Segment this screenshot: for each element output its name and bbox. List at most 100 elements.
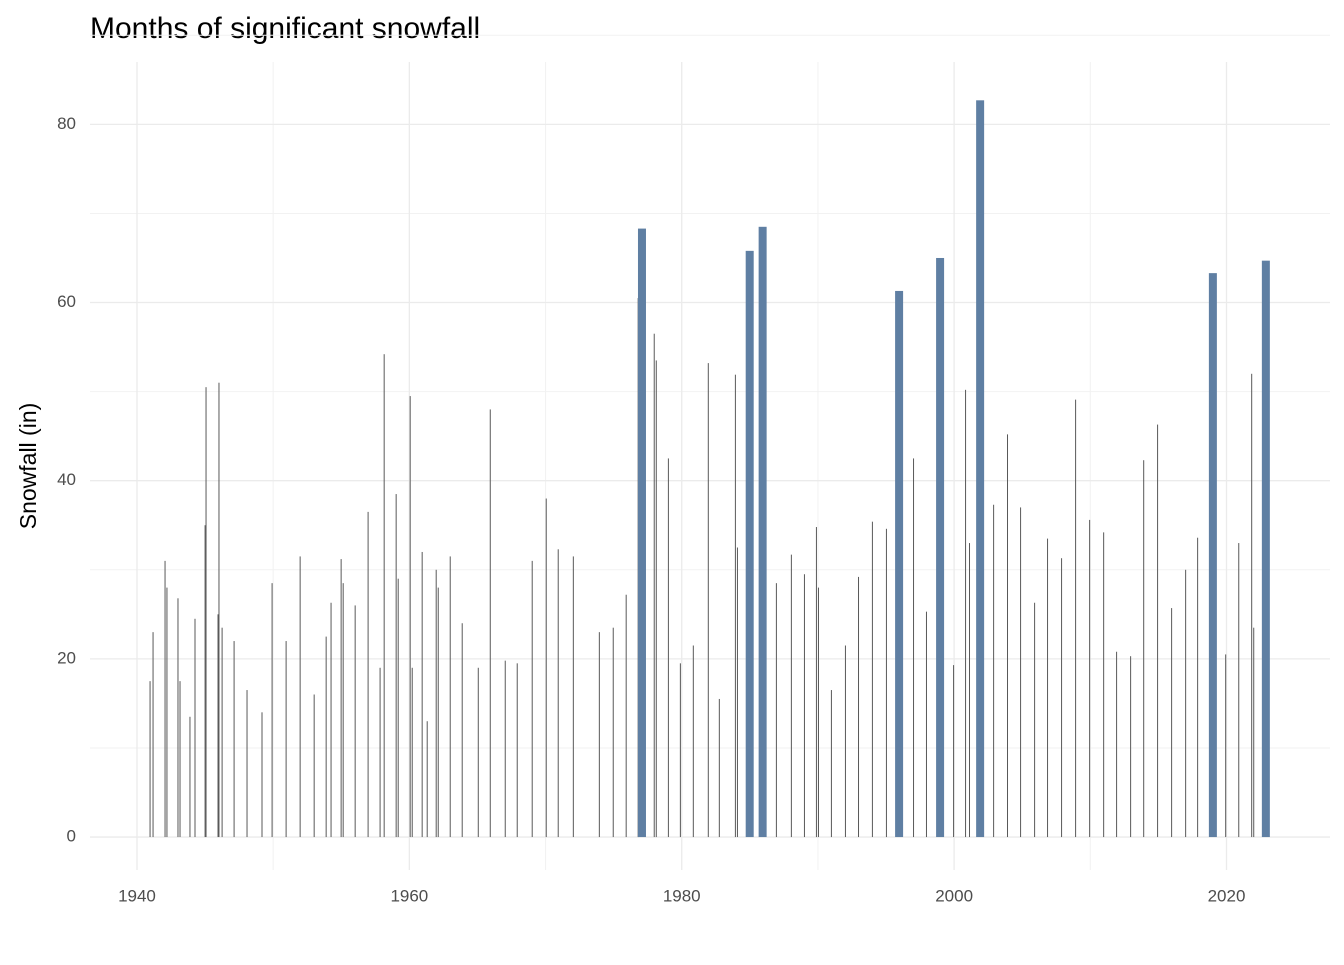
bar bbox=[285, 641, 287, 838]
bar bbox=[421, 551, 423, 838]
bar bbox=[271, 583, 273, 838]
chart-title: Months of significant snowfall bbox=[90, 12, 480, 45]
bar bbox=[194, 618, 196, 838]
bar bbox=[545, 498, 547, 838]
bar bbox=[504, 660, 506, 838]
bar bbox=[557, 549, 559, 838]
bar bbox=[1238, 543, 1240, 838]
x-tick-label: 2000 bbox=[935, 886, 973, 905]
bar bbox=[775, 583, 777, 838]
bar bbox=[437, 587, 439, 838]
bar bbox=[164, 560, 166, 838]
bar bbox=[205, 387, 207, 838]
bar bbox=[179, 681, 181, 838]
bar bbox=[1197, 537, 1199, 838]
bar bbox=[1251, 373, 1253, 838]
bar bbox=[1130, 656, 1132, 838]
bar bbox=[1225, 654, 1227, 838]
bar bbox=[426, 721, 428, 838]
y-axis-title: Snowfall (in) bbox=[15, 403, 41, 530]
bar bbox=[218, 382, 220, 838]
bar bbox=[330, 602, 332, 838]
y-tick-label: 40 bbox=[57, 470, 76, 489]
bar bbox=[1103, 532, 1105, 838]
bar bbox=[830, 690, 832, 838]
y-tick-label: 20 bbox=[57, 648, 76, 667]
y-tick-label: 0 bbox=[67, 827, 76, 846]
bar bbox=[367, 511, 369, 838]
bar bbox=[736, 547, 738, 838]
bar bbox=[692, 645, 694, 838]
bar bbox=[858, 576, 860, 838]
bar bbox=[1208, 273, 1217, 838]
bar bbox=[1075, 399, 1077, 838]
x-tick-label: 1940 bbox=[118, 886, 156, 905]
bar bbox=[965, 389, 967, 838]
bar bbox=[885, 528, 887, 838]
bar bbox=[1157, 424, 1159, 838]
bar bbox=[817, 587, 819, 838]
bar bbox=[653, 333, 655, 838]
bar bbox=[598, 632, 600, 838]
bar bbox=[489, 409, 491, 838]
bar bbox=[1116, 651, 1118, 838]
bar bbox=[221, 627, 223, 838]
bar bbox=[1171, 608, 1173, 838]
bar bbox=[953, 665, 955, 838]
bar bbox=[745, 250, 754, 838]
bar bbox=[1047, 538, 1049, 838]
bar bbox=[655, 360, 657, 838]
bar bbox=[1253, 627, 1255, 838]
y-tick-label: 60 bbox=[57, 292, 76, 311]
bar bbox=[1089, 519, 1091, 838]
bar bbox=[166, 587, 168, 838]
bar bbox=[246, 690, 248, 838]
y-tick-label: 80 bbox=[57, 114, 76, 133]
bar bbox=[340, 559, 342, 838]
bar bbox=[612, 627, 614, 838]
bar bbox=[679, 663, 681, 838]
bar bbox=[435, 569, 437, 838]
bar bbox=[1143, 460, 1145, 838]
bar bbox=[1020, 507, 1022, 838]
bar bbox=[217, 614, 219, 838]
bar bbox=[313, 694, 315, 838]
bar bbox=[152, 632, 154, 838]
bar bbox=[409, 396, 411, 838]
bar bbox=[477, 667, 479, 838]
bar bbox=[233, 641, 235, 838]
bar bbox=[969, 543, 971, 838]
bar bbox=[637, 228, 646, 838]
bar bbox=[354, 605, 356, 838]
bar bbox=[936, 257, 945, 838]
bar bbox=[913, 458, 915, 838]
bar bbox=[758, 226, 767, 838]
x-tick-label: 1980 bbox=[663, 886, 701, 905]
x-tick-label: 2020 bbox=[1208, 886, 1246, 905]
bar bbox=[299, 556, 301, 838]
bar bbox=[707, 363, 709, 838]
bar bbox=[397, 578, 399, 838]
bar bbox=[449, 556, 451, 838]
bar bbox=[844, 645, 846, 838]
bar bbox=[379, 667, 381, 838]
bar bbox=[625, 594, 627, 838]
bar bbox=[261, 712, 263, 838]
bar bbox=[925, 611, 927, 838]
bar bbox=[734, 374, 736, 838]
bar bbox=[531, 560, 533, 838]
bar bbox=[1185, 569, 1187, 838]
bar bbox=[189, 716, 191, 838]
bar bbox=[718, 698, 720, 838]
bar bbox=[815, 527, 817, 838]
bar bbox=[461, 623, 463, 838]
bar bbox=[1061, 558, 1063, 838]
bar bbox=[204, 525, 206, 838]
x-tick-label: 1960 bbox=[390, 886, 428, 905]
bar bbox=[325, 636, 327, 838]
bar bbox=[871, 521, 873, 838]
bar bbox=[342, 583, 344, 838]
bar bbox=[1261, 260, 1270, 838]
bar bbox=[1007, 434, 1009, 838]
